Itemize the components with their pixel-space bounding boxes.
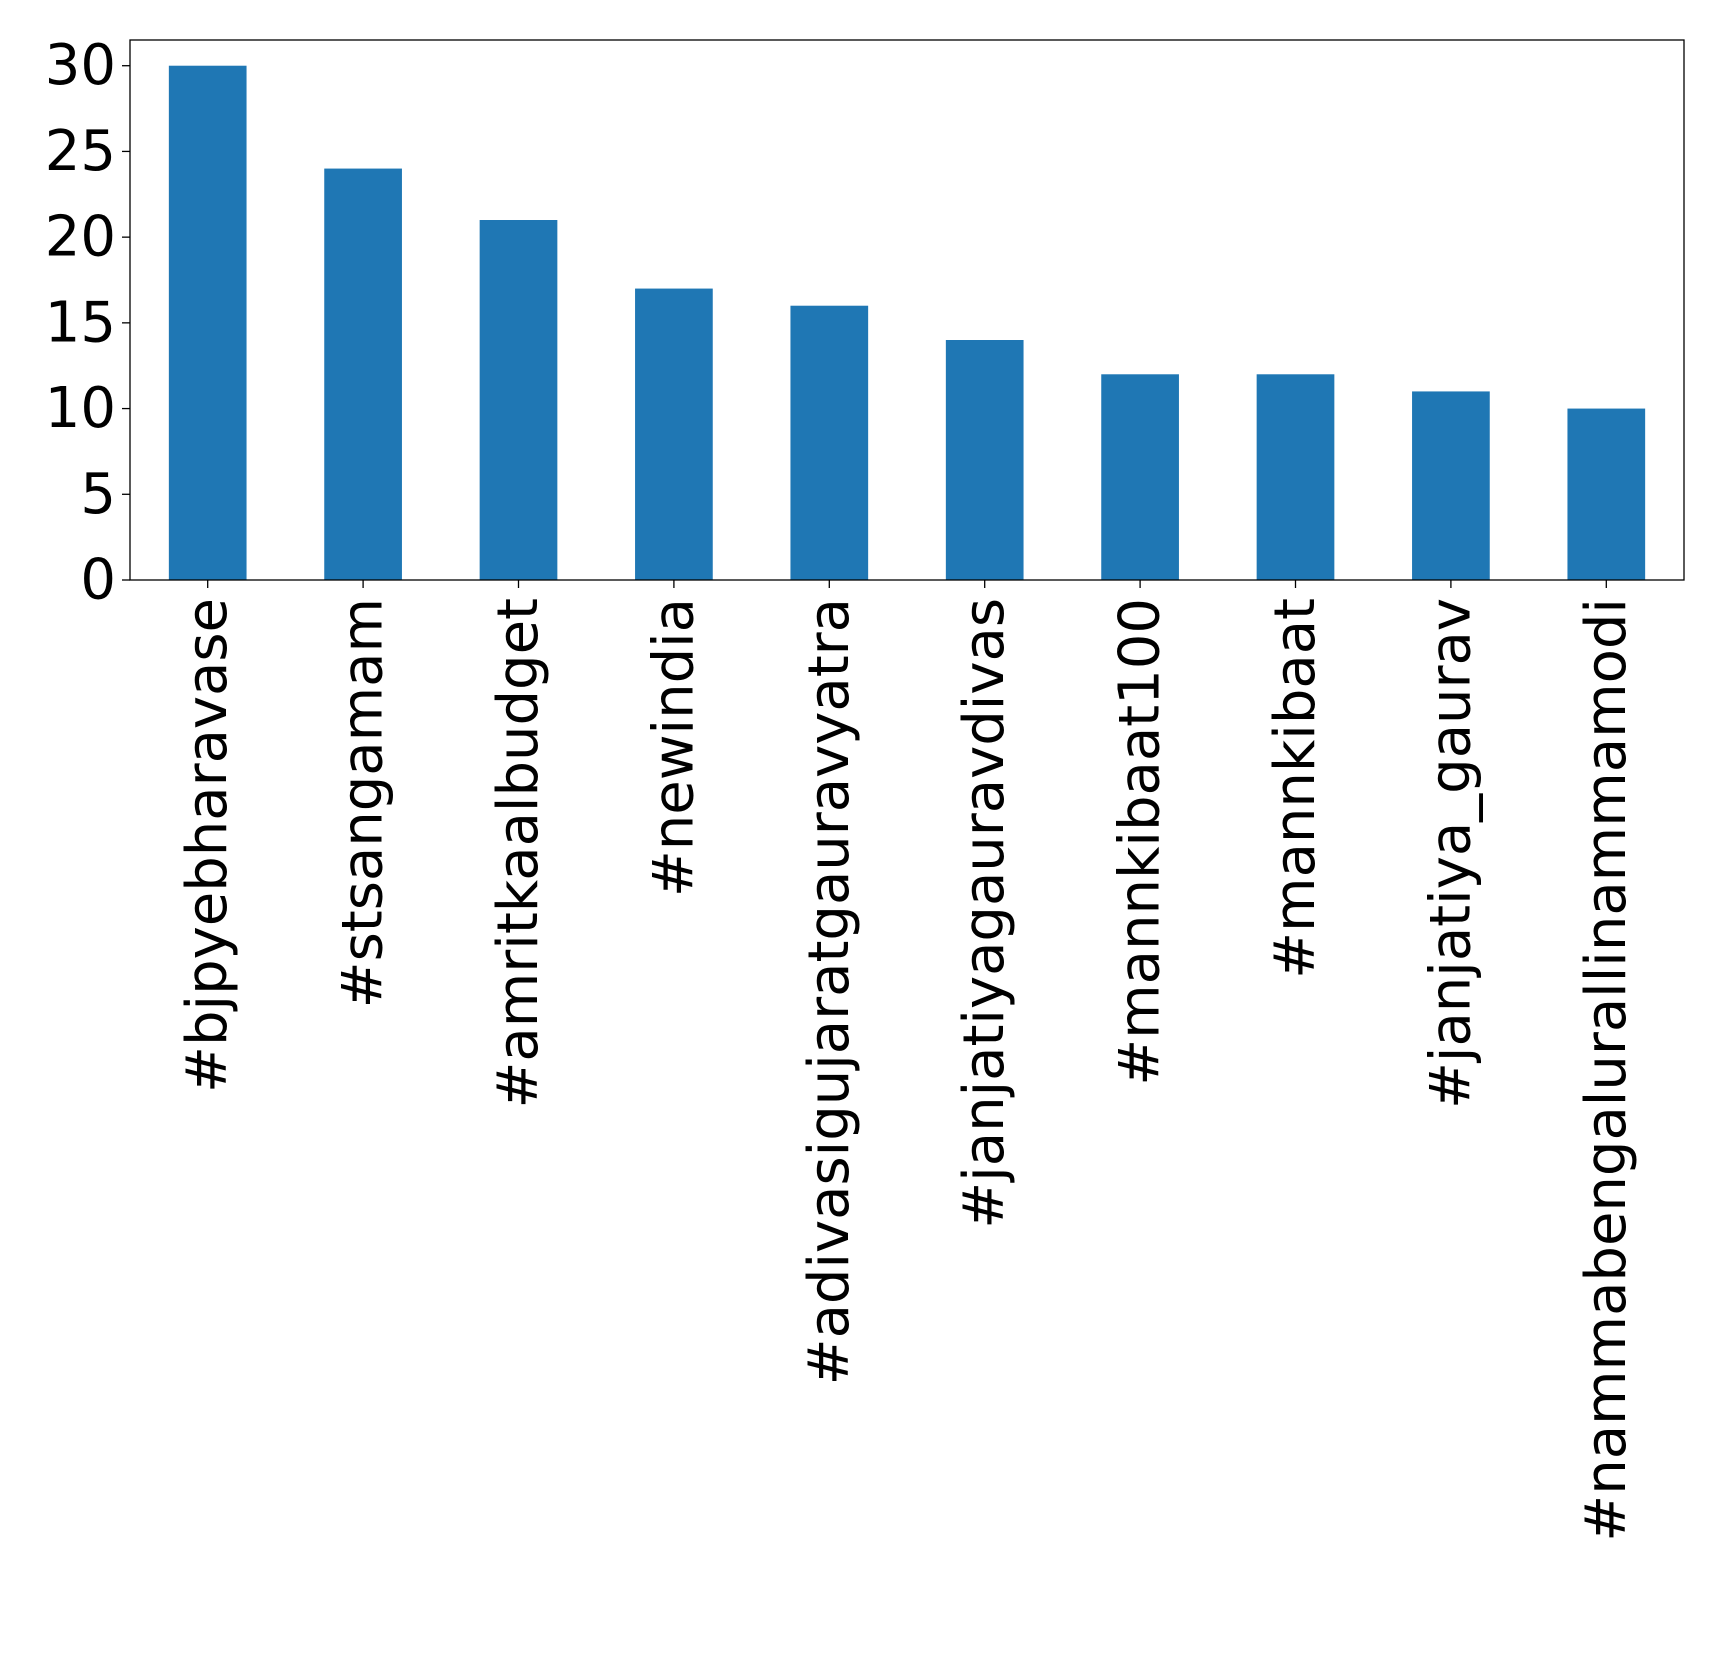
y-tick-label: 25: [45, 119, 116, 184]
y-tick-label: 5: [80, 462, 116, 527]
x-tick-label: #nammabengalurallinammamodi: [1574, 598, 1639, 1542]
bars-group: [168, 65, 1646, 581]
y-tick-label: 10: [45, 376, 116, 441]
x-tick-label: #stsangamam: [331, 598, 396, 1008]
bar-9: [1412, 391, 1490, 580]
bar-10: [1567, 408, 1646, 580]
plot-frame: [129, 39, 1685, 581]
x-tick-label: #mannkibaat100: [1108, 598, 1173, 1086]
bar-4: [635, 288, 713, 580]
x-tick-label: #bjpyebharavase: [175, 598, 240, 1093]
x-tick-label: #adivasigujaratgauravyatra: [797, 598, 862, 1385]
x-tick-label: #amritkaalbudget: [486, 598, 551, 1109]
bar-7: [1101, 374, 1179, 580]
x-tick-label: #newindia: [641, 598, 706, 897]
x-tick-label: #janjatiyagauravdivas: [952, 598, 1017, 1229]
bar-1: [168, 65, 247, 580]
bar-2: [324, 168, 402, 581]
y-tick-label: 15: [45, 290, 116, 355]
y-tick-label: 0: [80, 548, 116, 613]
bar-5: [790, 305, 869, 580]
bar-6: [945, 340, 1024, 580]
x-tick-label: #janjatiya_gaurav: [1418, 598, 1483, 1109]
x-tick-label: #mannkibaat: [1263, 598, 1328, 979]
x-axis: #bjpyebharavase #stsangamam #amritkaalbudg…: [175, 580, 1639, 1542]
y-tick-label: 30: [45, 33, 116, 98]
bar-3: [479, 220, 558, 580]
bar-8: [1256, 374, 1335, 580]
y-axis: 0 5 10 15 20 25 30: [45, 33, 130, 613]
y-tick-label: 20: [45, 205, 116, 270]
